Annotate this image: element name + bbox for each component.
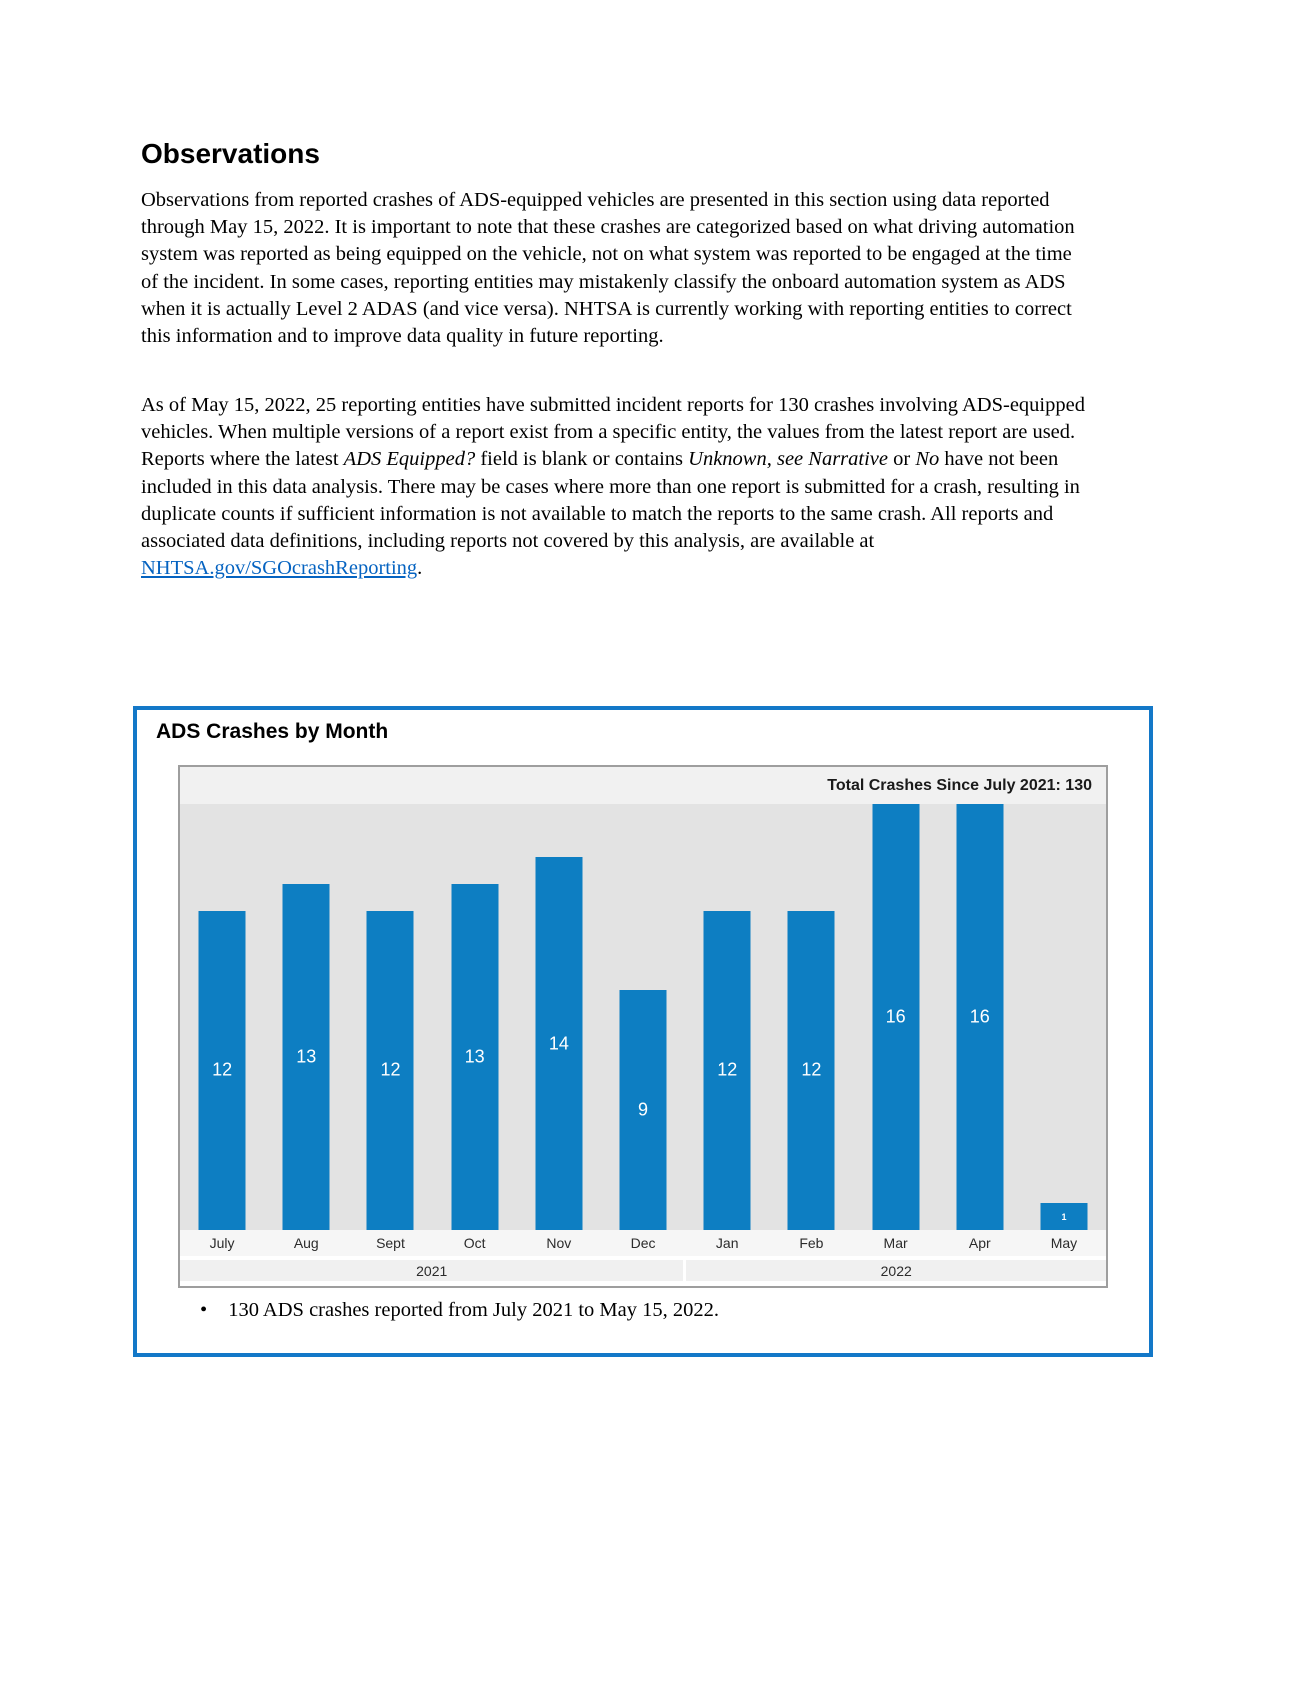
text-run: As of May 15, 2022, 25 reporting entitie… bbox=[141, 394, 1085, 471]
bar-value-label-oct: 13 bbox=[464, 1046, 485, 1067]
italic-text: ADS Equipped? bbox=[343, 448, 476, 471]
bullet-text: 130 ADS crashes reported from July 2021 … bbox=[228, 1299, 719, 1321]
year-group-2021: 2021 bbox=[180, 1260, 684, 1281]
year-group-2022: 2022 bbox=[686, 1260, 1106, 1281]
bar-column-apr: 16 bbox=[938, 804, 1022, 1230]
bar-value-label-dec: 9 bbox=[638, 1099, 649, 1120]
bar-value-label-jan: 12 bbox=[717, 1059, 738, 1080]
bar-mar: 16 bbox=[872, 804, 920, 1230]
chart-bullet-note: 130 ADS crashes reported from July 2021 … bbox=[200, 1299, 719, 1322]
bar-column-oct: 13 bbox=[433, 804, 517, 1230]
bar-dec: 9 bbox=[619, 990, 667, 1230]
text-run: . bbox=[417, 557, 423, 580]
month-tick-dec: Dec bbox=[630, 1235, 656, 1251]
bar-sept: 12 bbox=[366, 910, 414, 1230]
bar-column-nov: 14 bbox=[517, 804, 601, 1230]
bar-column-sept: 12 bbox=[348, 804, 432, 1230]
paragraph-reporting-details: As of May 15, 2022, 25 reporting entitie… bbox=[141, 392, 1091, 582]
bar-apr: 16 bbox=[956, 804, 1004, 1230]
month-tick-may: May bbox=[1050, 1235, 1078, 1251]
month-tick-nov: Nov bbox=[546, 1235, 572, 1251]
text-run: field is blank or contains bbox=[475, 448, 689, 471]
bar-oct: 13 bbox=[451, 883, 499, 1230]
text-run: have not been included in this data anal… bbox=[141, 448, 1080, 553]
bar-column-jan: 12 bbox=[685, 804, 769, 1230]
bullet-marker-icon bbox=[200, 1299, 207, 1322]
sgo-crash-reporting-link[interactable]: NHTSA.gov/SGOcrashReporting bbox=[141, 557, 418, 580]
chart-footer-space bbox=[180, 1281, 1106, 1286]
year-axis-gap bbox=[180, 1256, 1106, 1260]
bar-column-aug: 13 bbox=[264, 804, 348, 1230]
bar-aug: 13 bbox=[282, 883, 330, 1230]
bar-july: 12 bbox=[198, 910, 246, 1230]
plot-area: 12 13 12 13 14 9 12 12 16 16 1 bbox=[180, 804, 1106, 1230]
month-tick-sept: Sept bbox=[376, 1235, 405, 1251]
month-tick-jan: Jan bbox=[715, 1235, 739, 1251]
month-tick-aug: Aug bbox=[293, 1235, 319, 1251]
bar-value-label-nov: 14 bbox=[548, 1033, 569, 1054]
month-tick-feb: Feb bbox=[799, 1235, 824, 1251]
bar-nov: 14 bbox=[535, 857, 583, 1230]
bar-feb: 12 bbox=[787, 910, 835, 1230]
total-crashes-label: Total Crashes Since July 2021: 130 bbox=[827, 776, 1092, 794]
paragraph-observations-intro: Observations from reported crashes of AD… bbox=[141, 189, 1075, 348]
bar-value-label-mar: 16 bbox=[885, 1006, 906, 1027]
bar-column-july: 12 bbox=[180, 804, 264, 1230]
bar-value-label-aug: 13 bbox=[296, 1046, 317, 1067]
bar-value-label-sept: 12 bbox=[380, 1059, 401, 1080]
bar-value-label-apr: 16 bbox=[969, 1006, 990, 1027]
bar-column-may: 1 bbox=[1022, 804, 1106, 1230]
month-tick-mar: Mar bbox=[883, 1235, 908, 1251]
bar-may: 1 bbox=[1040, 1203, 1088, 1230]
month-tick-oct: Oct bbox=[463, 1235, 486, 1251]
bar-column-dec: 9 bbox=[601, 804, 685, 1230]
bar-column-mar: 16 bbox=[854, 804, 938, 1230]
chart-callout-box: ADS Crashes by Month Total Crashes Since… bbox=[133, 706, 1153, 1357]
bar-jan: 12 bbox=[703, 910, 751, 1230]
ads-crashes-by-month-chart: Total Crashes Since July 2021: 130 12 13 1… bbox=[178, 765, 1108, 1288]
italic-text: No bbox=[915, 448, 940, 471]
year-axis: 2021 2022 bbox=[180, 1260, 1106, 1281]
chart-box-title: ADS Crashes by Month bbox=[156, 720, 389, 743]
bar-value-label-may: 1 bbox=[1061, 1211, 1067, 1222]
month-axis: July Aug Sept Oct Nov Dec Jan Feb Mar Apr May bbox=[180, 1230, 1106, 1256]
bar-column-feb: 12 bbox=[769, 804, 853, 1230]
bar-value-label-feb: 12 bbox=[801, 1059, 822, 1080]
text-run: or bbox=[888, 448, 916, 471]
month-tick-july: July bbox=[209, 1235, 235, 1251]
bar-value-label-july: 12 bbox=[212, 1059, 233, 1080]
chart-annotation-band: Total Crashes Since July 2021: 130 bbox=[180, 767, 1106, 804]
italic-text: Unknown, see Narrative bbox=[688, 448, 888, 471]
page-title: Observations bbox=[141, 138, 320, 169]
month-tick-apr: Apr bbox=[968, 1235, 991, 1251]
